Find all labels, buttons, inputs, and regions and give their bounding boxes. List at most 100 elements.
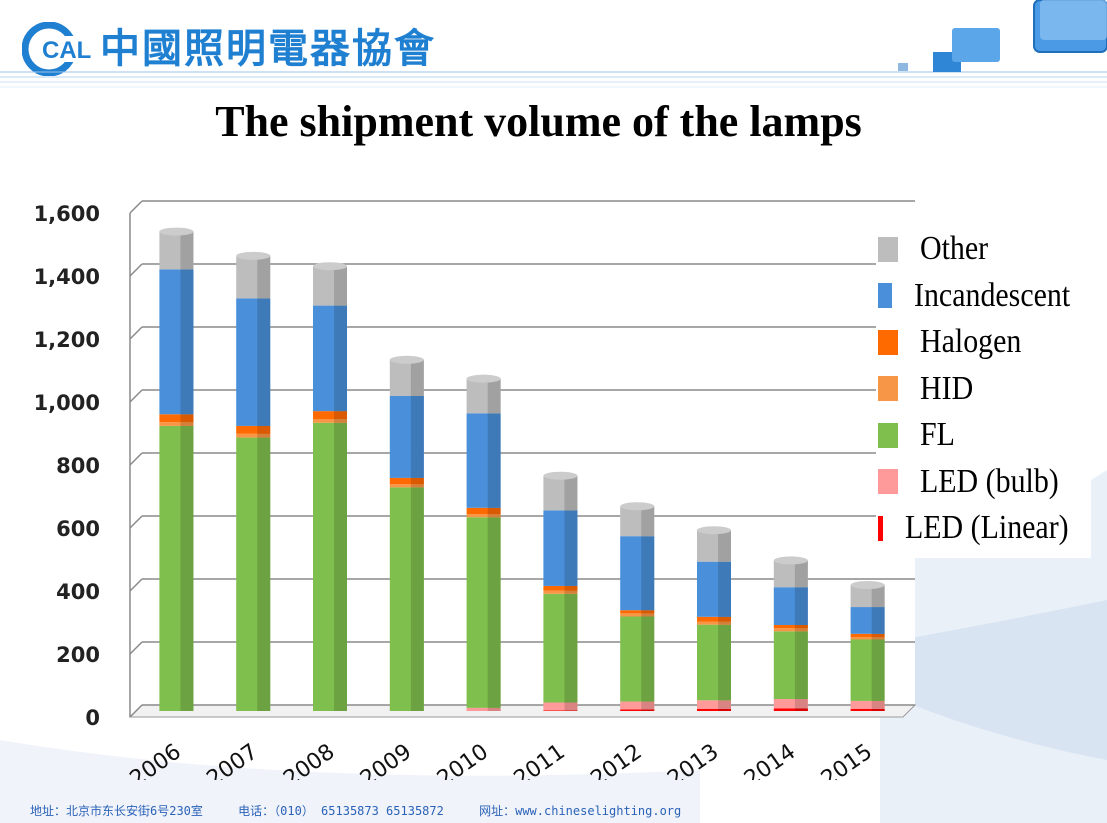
bar-segment — [620, 709, 655, 711]
cali-logo-icon: CALI — [22, 22, 92, 76]
bar-segment-shade — [180, 422, 194, 426]
bar-segment-shade — [334, 305, 347, 412]
bar-segment-shade — [487, 507, 501, 515]
legend-item-incandescent: Incandescent — [876, 273, 1091, 320]
gridline-depth — [129, 452, 143, 466]
bar-segment-shade — [641, 610, 655, 614]
y-tick-label: 600 — [56, 517, 100, 541]
bar-segment-shade — [641, 701, 655, 710]
bar-segment — [773, 699, 808, 709]
gridline-depth — [129, 389, 143, 403]
bar-segment-shade — [718, 616, 731, 622]
bar-segment-shade — [180, 269, 194, 415]
x-tick-label: 2006 — [126, 739, 186, 780]
gridline-depth — [129, 578, 143, 592]
bar-segment — [389, 477, 424, 485]
bar-segment — [850, 636, 885, 640]
bar-segment-shade — [410, 477, 424, 485]
bar-segment — [543, 585, 578, 591]
bar-segment — [620, 613, 655, 617]
bar-segment-shade — [487, 707, 501, 711]
bar-segment-shade — [180, 414, 194, 423]
bar-segment — [159, 414, 194, 423]
x-tick-label: 2008 — [279, 739, 339, 780]
bar-segment-shade — [410, 396, 424, 478]
bar-segment — [620, 610, 655, 614]
legend-item-other: Other — [876, 226, 1091, 273]
x-tick-label: 2012 — [586, 739, 646, 780]
bar-top-cap — [773, 556, 808, 565]
bar-segment-shade — [564, 710, 578, 711]
legend-label: HID — [920, 369, 974, 407]
bar-segment — [543, 590, 578, 594]
bar-segment-shade — [487, 517, 501, 708]
bar-top-cap — [620, 502, 655, 511]
bar-top-cap — [697, 526, 731, 535]
bar-segment-shade — [871, 708, 885, 711]
header-divider-lines — [0, 71, 1107, 88]
bar-segment-shade — [641, 616, 655, 702]
bar-segment — [850, 700, 885, 709]
legend-swatch-halogen — [878, 329, 898, 355]
y-tick-label: 800 — [56, 454, 100, 478]
bar-segment-shade — [794, 587, 808, 626]
bar-segment-shade — [564, 510, 578, 586]
legend-label: Incandescent — [913, 276, 1070, 314]
bar-top-cap — [389, 355, 424, 364]
legend-label: FL — [920, 416, 955, 454]
footer-address: 地址：北京市东长安街6号230室 — [30, 804, 203, 818]
bar-segment — [850, 633, 885, 637]
bar-segment-shade — [334, 266, 347, 306]
svg-text:CALI: CALI — [42, 37, 92, 64]
bar-segment — [543, 702, 578, 711]
association-name: 中國照明電器協會 — [100, 25, 436, 72]
y-tick-label: 200 — [56, 643, 100, 667]
bar-segment-shade — [871, 633, 885, 637]
stacked-bar-chart: 0 200 400 600 800 1,000 1,200 1,400 1,600 2006 200… — [34, 200, 917, 792]
bar-segment-shade — [410, 484, 424, 488]
bar-segment — [466, 514, 501, 518]
legend-label: Halogen — [920, 323, 1022, 361]
bar-top-cap — [543, 471, 578, 480]
x-tick-label: 2013 — [663, 739, 723, 780]
legend-swatch-led-bulb — [878, 469, 898, 495]
bar-top-cap — [466, 374, 501, 383]
bar-segment — [697, 708, 731, 711]
bar-segment-shade — [718, 530, 731, 562]
legend-swatch-fl — [878, 422, 898, 448]
bar-segment-shade — [794, 631, 808, 700]
bar-segment-shade — [871, 607, 885, 634]
gridline-depth — [129, 263, 143, 277]
bar-segment-shade — [410, 359, 424, 396]
legend-label: LED (bulb) — [920, 462, 1059, 500]
legend-item-led-linear: LED (Linear) — [876, 505, 1091, 552]
legend-item-halogen: Halogen — [876, 319, 1091, 366]
bar-segment — [236, 425, 271, 434]
x-tick-label: 2009 — [356, 739, 416, 780]
gridline-depth — [129, 515, 143, 529]
bar-segment — [620, 701, 655, 710]
bar-segment — [697, 621, 731, 625]
bar-segment — [850, 708, 885, 711]
y-tick-label: 0 — [85, 706, 100, 730]
bar-segment-shade — [564, 475, 578, 511]
bar-segment-shade — [257, 437, 271, 711]
x-tick-label: 2010 — [433, 739, 493, 780]
bar-segment-shade — [794, 699, 808, 709]
y-tick-label: 400 — [56, 580, 100, 604]
bar-top-cap — [236, 251, 271, 260]
chart-legend: Other Incandescent Halogen HID FL LED (b… — [876, 224, 1091, 558]
bar-segment-shade — [564, 593, 578, 703]
bar-segment-shade — [257, 425, 271, 434]
footer-website[interactable]: 网址：www.chineselighting.org — [479, 804, 682, 818]
legend-label: Other — [920, 230, 989, 268]
bar-segment-shade — [641, 506, 655, 537]
bar-segment-shade — [487, 514, 501, 518]
bar-segment — [697, 700, 731, 709]
legend-swatch-incandescent — [878, 283, 892, 309]
bar-segment-shade — [180, 231, 194, 270]
bar-segment-shade — [718, 621, 731, 625]
bar-segment-shade — [334, 411, 347, 419]
bar-segment-shade — [334, 422, 347, 711]
